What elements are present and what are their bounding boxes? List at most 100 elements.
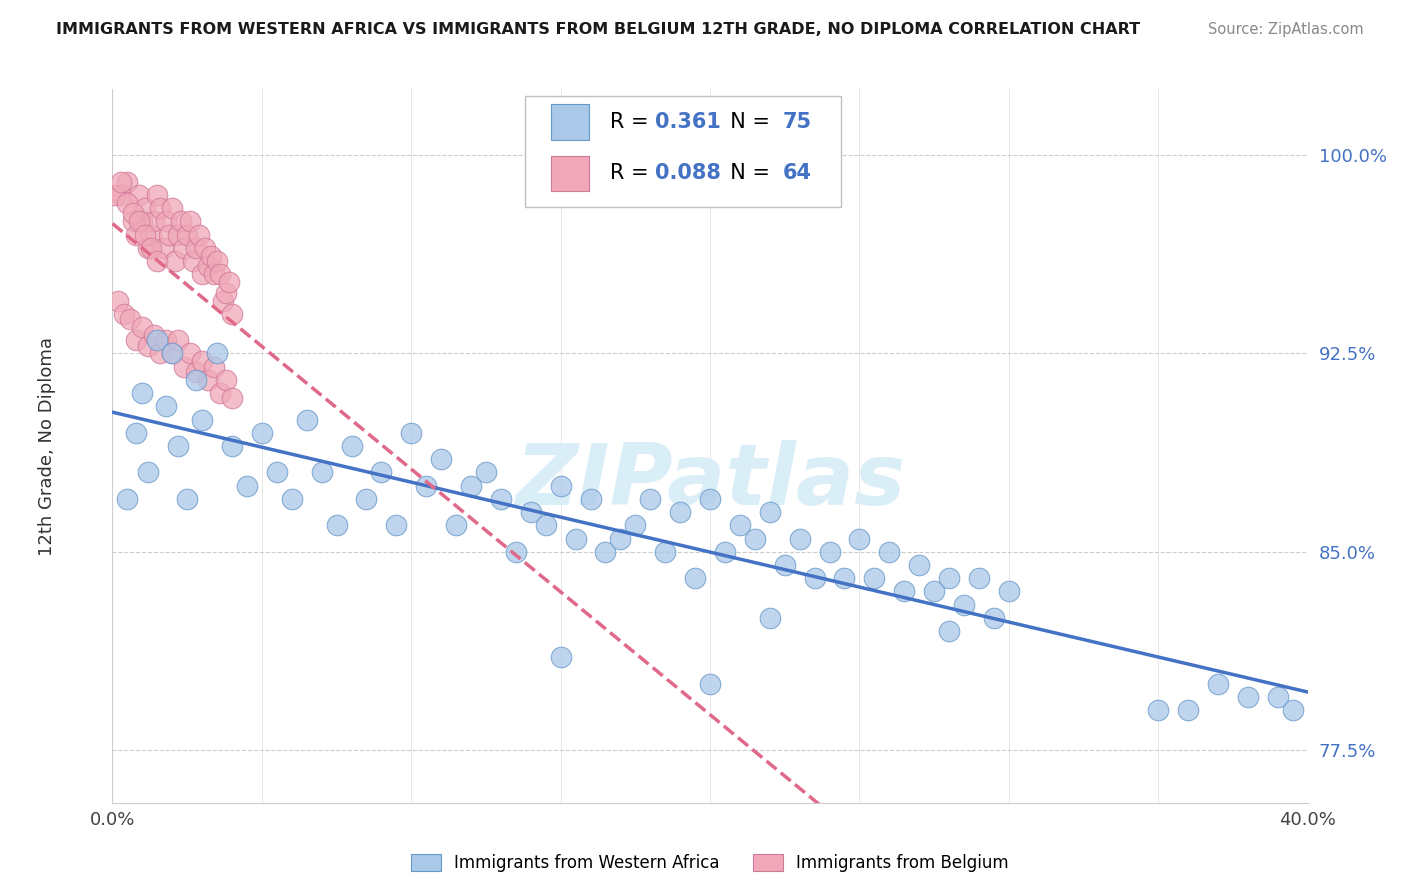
Point <box>550 650 572 665</box>
Point <box>141 227 163 242</box>
Point <box>773 558 796 572</box>
Point <box>146 254 169 268</box>
Point <box>165 254 187 268</box>
Point <box>430 452 453 467</box>
FancyBboxPatch shape <box>524 96 841 207</box>
Point <box>714 545 737 559</box>
Point <box>125 227 148 242</box>
Point <box>281 491 304 506</box>
Point <box>759 611 782 625</box>
Point <box>534 518 557 533</box>
Point <box>212 293 235 308</box>
Point <box>609 532 631 546</box>
Point <box>138 338 160 352</box>
Point <box>221 307 243 321</box>
Point <box>134 201 156 215</box>
Point <box>638 491 662 506</box>
Point <box>520 505 543 519</box>
Point <box>143 214 166 228</box>
Point <box>1281 703 1303 717</box>
Point <box>877 545 901 559</box>
Point <box>550 478 572 492</box>
Text: 12th Grade, No Diploma: 12th Grade, No Diploma <box>38 336 56 556</box>
Point <box>117 491 139 506</box>
Point <box>131 386 153 401</box>
Point <box>250 425 273 440</box>
Point <box>122 206 145 220</box>
Point <box>998 584 1021 599</box>
Point <box>1237 690 1260 704</box>
Point <box>179 214 201 228</box>
Point <box>155 214 177 228</box>
Point <box>893 584 915 599</box>
FancyBboxPatch shape <box>551 104 589 140</box>
Point <box>266 466 288 480</box>
Point <box>938 571 960 585</box>
Point <box>200 249 222 263</box>
Point <box>149 201 172 215</box>
Point <box>444 518 467 533</box>
Point <box>863 571 886 585</box>
Point <box>110 188 132 202</box>
Point <box>186 365 208 379</box>
Point <box>107 293 129 308</box>
Point <box>215 285 238 300</box>
Point <box>146 188 169 202</box>
Point <box>818 545 841 559</box>
Point <box>460 478 482 492</box>
Point <box>202 359 225 374</box>
Point <box>141 241 163 255</box>
Point <box>191 412 214 426</box>
Point <box>834 571 856 585</box>
Point <box>186 373 208 387</box>
Point <box>789 532 811 546</box>
Point <box>215 373 238 387</box>
Point <box>654 545 676 559</box>
FancyBboxPatch shape <box>551 155 589 191</box>
Point <box>624 518 647 533</box>
Point <box>167 439 190 453</box>
Text: IMMIGRANTS FROM WESTERN AFRICA VS IMMIGRANTS FROM BELGIUM 12TH GRADE, NO DIPLOMA: IMMIGRANTS FROM WESTERN AFRICA VS IMMIGR… <box>56 22 1140 37</box>
Point <box>191 354 214 368</box>
Point <box>117 195 139 210</box>
Text: 0.361: 0.361 <box>655 112 721 132</box>
Point <box>162 201 183 215</box>
Point <box>221 392 243 406</box>
Point <box>370 466 392 480</box>
Point <box>120 312 142 326</box>
Point <box>181 254 204 268</box>
Point <box>173 241 195 255</box>
Text: 0.088: 0.088 <box>655 163 721 184</box>
Point <box>356 491 378 506</box>
Point <box>967 571 990 585</box>
Point <box>202 267 225 281</box>
Point <box>134 227 156 242</box>
Text: N =: N = <box>717 163 778 184</box>
Point <box>579 491 602 506</box>
Point <box>683 571 706 585</box>
Point <box>138 466 160 480</box>
Point <box>208 267 231 281</box>
Point <box>564 532 586 546</box>
Point <box>176 491 198 506</box>
Point <box>922 584 945 599</box>
Point <box>1147 703 1170 717</box>
Point <box>205 346 228 360</box>
Point <box>146 333 169 347</box>
Text: Source: ZipAtlas.com: Source: ZipAtlas.com <box>1208 22 1364 37</box>
Point <box>759 505 782 519</box>
Point <box>173 359 195 374</box>
Text: R =: R = <box>610 112 655 132</box>
Point <box>221 439 243 453</box>
Legend: Immigrants from Western Africa, Immigrants from Belgium: Immigrants from Western Africa, Immigran… <box>402 846 1018 880</box>
Point <box>401 425 423 440</box>
Point <box>744 532 766 546</box>
Point <box>803 571 825 585</box>
Point <box>149 346 172 360</box>
Point <box>162 346 183 360</box>
Point <box>122 214 145 228</box>
Point <box>505 545 527 559</box>
Point <box>152 241 174 255</box>
Point <box>205 254 228 268</box>
Point <box>104 188 127 202</box>
